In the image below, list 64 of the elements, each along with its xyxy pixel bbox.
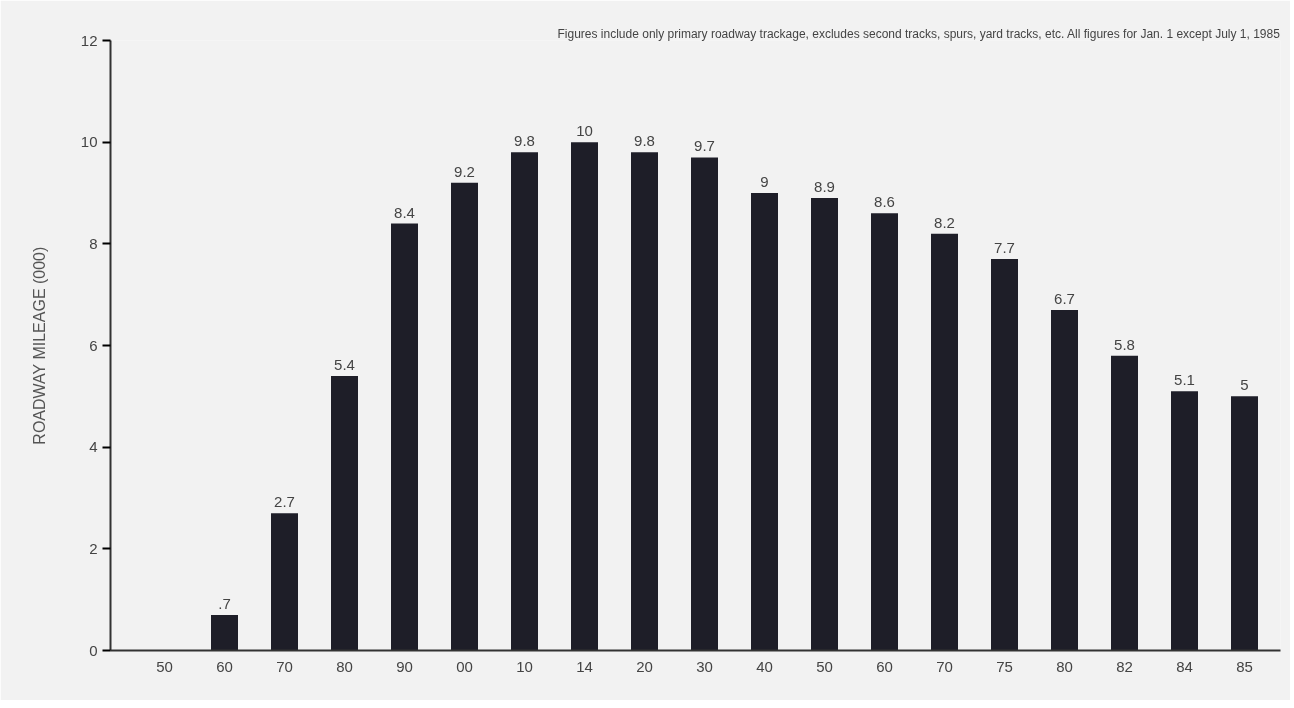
y-tick-label: 0	[89, 641, 98, 659]
data-label: 9.8	[514, 132, 535, 150]
x-tick-label: 00	[456, 657, 473, 675]
bar	[1051, 309, 1078, 651]
bar	[571, 142, 598, 651]
bar	[991, 259, 1018, 651]
y-axis-title: ROADWAY MILEAGE (000)	[30, 246, 48, 445]
y-tick-label: 4	[89, 438, 98, 456]
y-tick-label: 8	[89, 234, 98, 252]
bar	[451, 182, 478, 651]
bar	[211, 614, 238, 651]
data-label: 10	[576, 122, 593, 140]
data-label: 9.8	[634, 132, 655, 150]
bar	[511, 152, 538, 651]
x-tick-label: 80	[336, 657, 353, 675]
y-tick-label: 12	[80, 31, 98, 49]
data-label: 8.6	[874, 193, 895, 211]
x-tick-label: 14	[576, 657, 593, 675]
data-label: 8.9	[814, 178, 835, 196]
x-tick-label: 80	[1056, 657, 1073, 675]
data-label: 9	[760, 173, 769, 190]
x-tick-label: 40	[756, 657, 773, 675]
x-tick-label: 70	[936, 657, 953, 675]
text: Figures include only primary roadway trackage, excludes second tracks, spurs, yard tracks, etc. All figures for Jan. 1 except July 1, 1985	[557, 26, 1281, 41]
x-tick-label: 60	[216, 657, 233, 675]
data-label: 9.2	[454, 162, 475, 180]
bar	[691, 157, 718, 651]
bar	[631, 152, 658, 651]
x-tick-label: 70	[276, 657, 293, 675]
bar	[391, 223, 418, 651]
x-tick-label: 50	[156, 657, 173, 675]
data-label: 9.7	[694, 137, 715, 155]
bar	[811, 198, 838, 651]
x-tick-label: 90	[396, 657, 413, 675]
x-tick-label: 30	[696, 657, 713, 675]
bar	[1171, 391, 1198, 651]
data-label: 5.8	[1114, 335, 1135, 353]
bar	[331, 376, 358, 651]
data-label: 2.7	[274, 493, 295, 511]
data-label: 5	[1240, 376, 1249, 394]
x-tick-label: 20	[636, 657, 653, 675]
data-label: .7	[218, 594, 231, 612]
y-tick-label: 2	[89, 539, 98, 557]
bar	[1231, 396, 1258, 651]
y-tick-label: 10	[80, 133, 98, 151]
data-label: 6.7	[1054, 289, 1075, 307]
bar	[1111, 355, 1138, 651]
y-tick-label: 6	[89, 336, 98, 354]
x-tick-label: 85	[1236, 657, 1253, 675]
data-label: 7.7	[994, 239, 1015, 257]
bar	[751, 193, 778, 651]
data-label: 8.2	[934, 213, 955, 231]
x-tick-label: 75	[996, 657, 1013, 675]
x-tick-label: 82	[1116, 657, 1133, 675]
bar	[931, 233, 958, 651]
data-label: 5.1	[1174, 371, 1195, 389]
data-label: 8.4	[394, 203, 415, 221]
x-tick-label: 84	[1176, 657, 1193, 675]
x-tick-label: 50	[816, 657, 833, 675]
bar	[271, 513, 298, 651]
bar	[871, 213, 898, 651]
x-tick-label: 60	[876, 657, 893, 675]
x-tick-label: 10	[516, 657, 533, 675]
data-label: 5.4	[334, 356, 355, 373]
